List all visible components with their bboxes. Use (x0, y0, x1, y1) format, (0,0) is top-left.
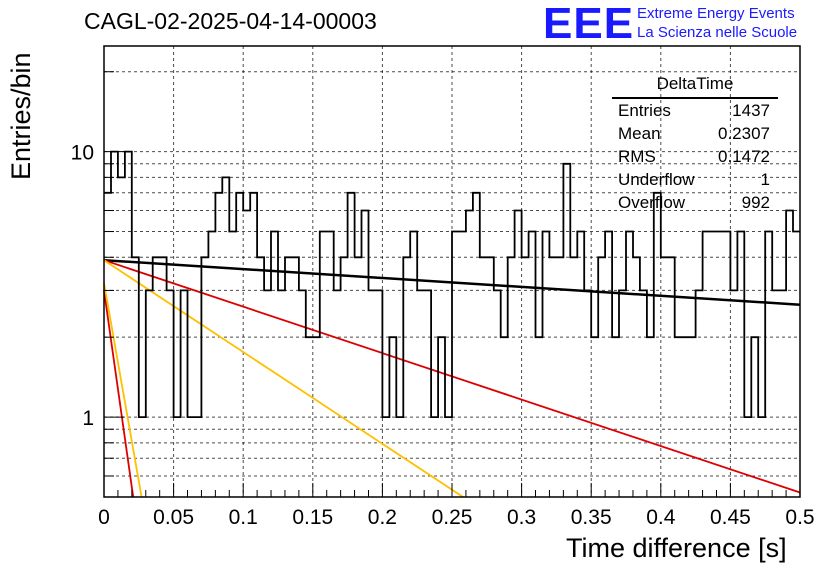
x-tick-label: 0.3 (507, 506, 536, 529)
fit-line (103, 259, 464, 498)
stats-label: Mean (618, 124, 661, 143)
y-tick-label: 1 (82, 407, 94, 430)
x-tick-labels: 0 0.05 0.1 0.15 0.2 0.25 0.3 0.35 0.4 0.45 0.5 (98, 506, 814, 529)
x-tick-label: 0.1 (229, 506, 258, 529)
stats-value: 1437 (732, 101, 770, 120)
x-axis-label: Time difference [s] (566, 533, 787, 563)
stats-row: Underflow 1 (612, 168, 778, 191)
stats-row: RMS 0.1472 (612, 145, 778, 168)
histogram-line (104, 150, 800, 418)
stats-value: 1 (760, 170, 770, 189)
y-tick-label: 10 (71, 142, 94, 165)
fit-line (103, 282, 143, 498)
stats-value: 0.2307 (718, 124, 770, 143)
eee-logo: EEE (543, 0, 635, 48)
stats-row: Overflow 992 (612, 191, 778, 214)
x-tick-label: 0.05 (153, 506, 194, 529)
stats-box: DeltaTime Entries 1437 Mean 0.2307 RMS 0.14… (612, 72, 778, 214)
y-tick-labels: 1 10 (71, 142, 94, 430)
fit-line (103, 290, 135, 498)
x-tick-label: 0.5 (785, 506, 814, 529)
stats-label: Entries (618, 101, 671, 120)
logo-caption-line2: La Scienza nelle Scuole (637, 24, 798, 41)
y-axis-label: Entries/bin (6, 52, 36, 180)
stats-value: 0.1472 (718, 147, 770, 166)
stats-title: DeltaTime (612, 72, 778, 99)
stats-label: RMS (618, 147, 656, 166)
logo-caption-line1: Extreme Energy Events (637, 5, 795, 22)
logo-caption: Extreme Energy Events La Scienza nelle S… (637, 4, 797, 42)
stats-label: Underflow (618, 170, 695, 189)
x-tick-label: 0 (98, 506, 110, 529)
histogram-steps (104, 150, 800, 418)
stats-row: Entries 1437 (612, 99, 778, 122)
chart-title: CAGL-02-2025-04-14-00003 (84, 8, 377, 34)
fit-lines (103, 258, 801, 498)
x-tick-label: 0.45 (710, 506, 751, 529)
x-tick-label: 0.2 (368, 506, 397, 529)
stats-value: 992 (741, 193, 770, 212)
stats-row: Mean 0.2307 (612, 122, 778, 145)
x-tick-label: 0.4 (646, 506, 676, 529)
axis-ticks (103, 71, 801, 497)
stats-label: Overflow (618, 193, 686, 212)
x-tick-label: 0.25 (432, 506, 473, 529)
x-tick-label: 0.35 (571, 506, 612, 529)
x-tick-label: 0.15 (292, 506, 333, 529)
